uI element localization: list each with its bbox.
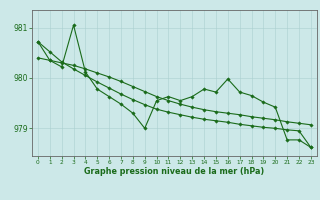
X-axis label: Graphe pression niveau de la mer (hPa): Graphe pression niveau de la mer (hPa) (84, 167, 265, 176)
